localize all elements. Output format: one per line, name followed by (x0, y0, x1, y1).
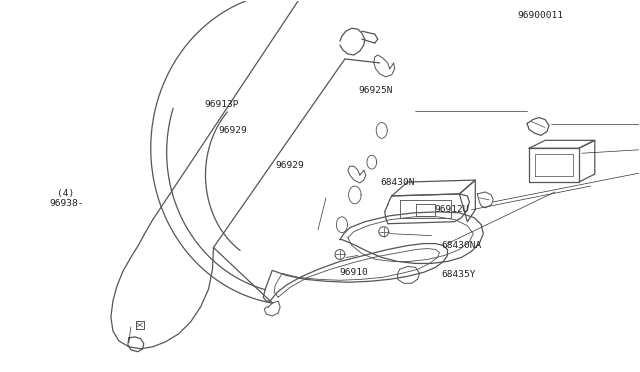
Text: 96900011: 96900011 (518, 11, 564, 20)
Text: 68430NA: 68430NA (441, 241, 481, 250)
Text: 96910: 96910 (339, 268, 368, 277)
Text: 96929: 96929 (218, 126, 247, 135)
Text: (4): (4) (57, 189, 74, 198)
Text: 96938-: 96938- (49, 199, 84, 208)
Text: 96925N: 96925N (358, 86, 393, 94)
Text: 96913P: 96913P (204, 100, 239, 109)
Text: 68435Y: 68435Y (441, 270, 476, 279)
Text: 68430N: 68430N (381, 178, 415, 187)
Text: 96912U: 96912U (435, 205, 469, 215)
Text: 96929: 96929 (275, 161, 304, 170)
